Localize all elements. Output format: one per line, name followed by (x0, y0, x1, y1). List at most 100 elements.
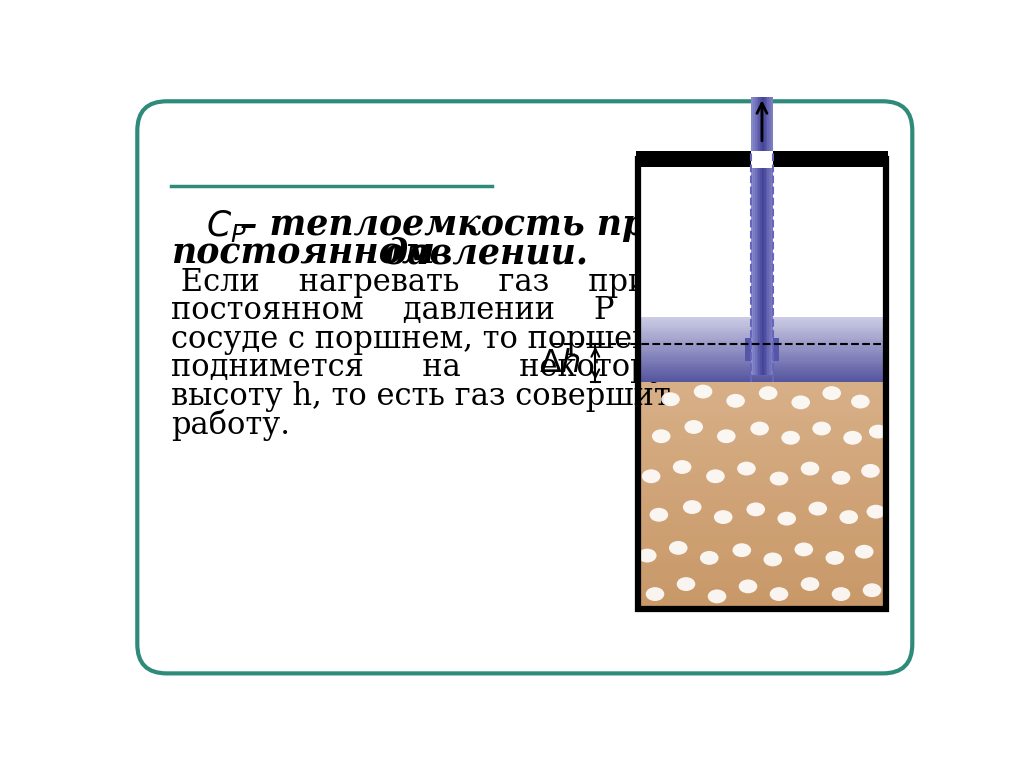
Ellipse shape (822, 386, 841, 400)
Bar (638, 558, 886, 564)
Ellipse shape (801, 577, 819, 591)
Bar (638, 349, 886, 352)
Bar (638, 393, 886, 400)
Bar (638, 375, 886, 378)
Ellipse shape (861, 464, 880, 478)
Ellipse shape (792, 396, 810, 410)
Ellipse shape (714, 510, 732, 524)
Ellipse shape (812, 422, 830, 436)
Ellipse shape (649, 508, 669, 522)
Bar (638, 433, 886, 439)
Ellipse shape (795, 542, 813, 556)
Ellipse shape (831, 471, 850, 485)
Bar (636, 151, 888, 166)
Bar (638, 334, 886, 337)
Bar (638, 399, 886, 405)
Ellipse shape (781, 431, 800, 445)
Bar (638, 353, 886, 356)
Bar (638, 467, 886, 473)
Bar (753, 97, 755, 374)
Ellipse shape (707, 469, 725, 483)
Bar (638, 367, 886, 369)
Bar (638, 546, 886, 553)
Text: постоянном: постоянном (171, 236, 434, 270)
Bar (638, 159, 886, 610)
Ellipse shape (717, 430, 735, 443)
Ellipse shape (646, 588, 665, 601)
Ellipse shape (673, 460, 691, 474)
Bar (638, 472, 886, 479)
Bar (638, 495, 886, 502)
Ellipse shape (801, 462, 819, 476)
Bar (764, 97, 766, 374)
Bar (638, 360, 886, 363)
Bar (638, 340, 886, 343)
Bar (638, 336, 886, 339)
Bar (638, 518, 886, 525)
Bar (638, 416, 886, 422)
Bar (638, 478, 886, 485)
Text: поднимется      на      некоторую: поднимется на некоторую (171, 352, 694, 384)
Bar (638, 327, 886, 330)
Bar (638, 512, 886, 518)
Text: Если    нагревать    газ    при: Если нагревать газ при (171, 267, 648, 298)
Bar (638, 461, 886, 468)
Ellipse shape (669, 541, 687, 555)
Bar (638, 603, 886, 610)
Ellipse shape (746, 502, 765, 516)
Bar (638, 541, 886, 547)
Bar (638, 427, 886, 433)
Ellipse shape (737, 462, 756, 476)
Bar (638, 368, 886, 371)
Bar (760, 97, 762, 374)
Bar (638, 484, 886, 490)
Bar (638, 387, 886, 393)
Bar (638, 449, 886, 456)
Ellipse shape (700, 551, 719, 565)
Bar (638, 574, 886, 581)
Bar (638, 489, 886, 496)
Ellipse shape (869, 425, 888, 439)
Ellipse shape (683, 500, 701, 514)
Bar (638, 325, 886, 328)
Ellipse shape (708, 590, 726, 604)
Bar (751, 97, 754, 374)
Bar (771, 97, 773, 374)
Bar (638, 563, 886, 570)
Ellipse shape (726, 394, 744, 408)
Bar (638, 535, 886, 542)
Bar (638, 355, 886, 358)
Bar (766, 97, 768, 374)
Text: работу.: работу. (171, 410, 290, 441)
Bar (638, 373, 886, 376)
Bar (638, 410, 886, 416)
Ellipse shape (677, 577, 695, 591)
Bar (751, 150, 773, 167)
Ellipse shape (684, 420, 703, 434)
Text: сосуде с поршнем, то поршень: сосуде с поршнем, то поршень (171, 324, 669, 355)
Ellipse shape (693, 384, 713, 399)
Bar (638, 159, 886, 317)
Bar (638, 552, 886, 558)
Bar (638, 338, 886, 341)
Ellipse shape (638, 548, 656, 562)
Ellipse shape (809, 502, 827, 515)
Bar (638, 569, 886, 575)
Bar (744, 338, 779, 361)
Ellipse shape (738, 579, 758, 594)
Bar (638, 329, 886, 332)
Ellipse shape (840, 510, 858, 524)
Ellipse shape (825, 551, 844, 565)
Ellipse shape (662, 393, 680, 407)
Bar (638, 456, 886, 462)
Bar (638, 444, 886, 450)
Ellipse shape (764, 552, 782, 566)
Text: высоту h, то есть газ совершит: высоту h, то есть газ совершит (171, 380, 671, 412)
Bar (638, 529, 886, 535)
Ellipse shape (770, 472, 788, 486)
Bar (638, 524, 886, 530)
Bar (638, 506, 886, 513)
Ellipse shape (777, 512, 796, 525)
Bar (769, 97, 771, 374)
Bar (638, 597, 886, 604)
